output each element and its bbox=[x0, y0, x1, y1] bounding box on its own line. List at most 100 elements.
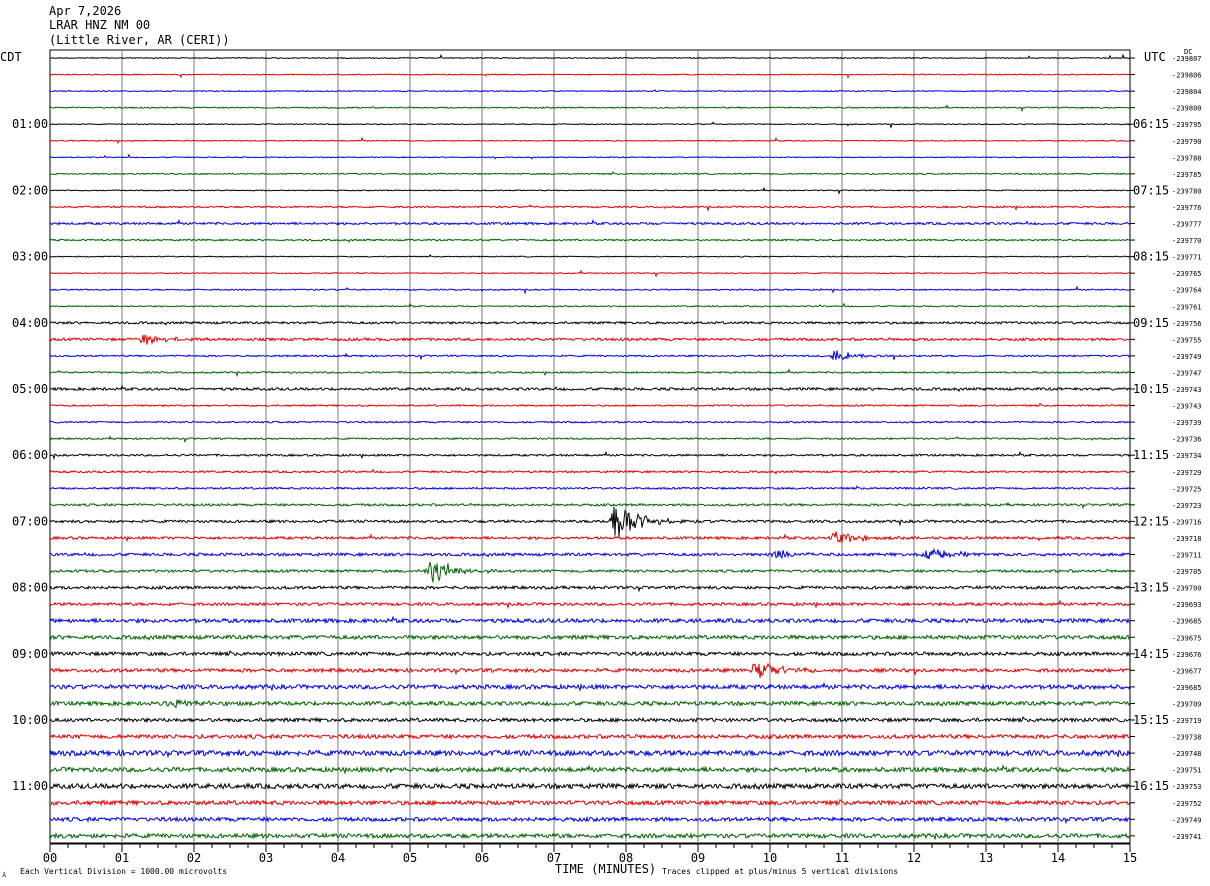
seismic-trace bbox=[49, 136, 1131, 145]
trace-value-label: -239675 bbox=[1172, 634, 1202, 642]
right-hour-label: 07:15 bbox=[1133, 183, 1169, 197]
seismic-trace bbox=[49, 748, 1131, 759]
trace-value-label: -239700 bbox=[1172, 585, 1202, 593]
x-tick-label: 07 bbox=[547, 851, 561, 865]
left-hour-label: 02:00 bbox=[12, 183, 48, 197]
trace-value-label: -239741 bbox=[1172, 833, 1202, 841]
seismic-trace bbox=[49, 781, 1131, 791]
left-hour-label: 09:00 bbox=[12, 647, 48, 661]
seismic-trace bbox=[49, 798, 1131, 807]
seismic-trace bbox=[49, 531, 1130, 544]
left-hour-label: 05:00 bbox=[12, 382, 48, 396]
trace-value-label: -239776 bbox=[1172, 204, 1202, 212]
trace-value-label: -239749 bbox=[1172, 353, 1202, 361]
seismic-trace bbox=[49, 121, 1131, 130]
left-hour-label: 06:00 bbox=[12, 448, 48, 462]
seismic-trace bbox=[49, 649, 1131, 658]
x-tick-label: 13 bbox=[979, 851, 993, 865]
right-hour-label: 08:15 bbox=[1133, 250, 1169, 264]
right-hour-label: 11:15 bbox=[1133, 448, 1169, 462]
x-tick-label: 01 bbox=[115, 851, 129, 865]
seismic-trace bbox=[49, 420, 1131, 424]
x-tick-label: 02 bbox=[187, 851, 201, 865]
trace-value-label: -239743 bbox=[1172, 403, 1202, 411]
seismic-trace bbox=[49, 153, 1131, 160]
trace-value-label: -239790 bbox=[1172, 138, 1202, 146]
seismic-trace bbox=[49, 334, 1131, 346]
seismic-trace bbox=[49, 171, 1131, 176]
right-hour-label: 14:15 bbox=[1133, 647, 1169, 661]
seismic-trace bbox=[49, 599, 1131, 610]
trace-value-label: -239725 bbox=[1172, 485, 1202, 493]
x-tick-label: 10 bbox=[763, 851, 777, 865]
seismic-trace bbox=[49, 815, 1131, 825]
seismic-trace bbox=[49, 53, 1131, 60]
trace-value-label: -239693 bbox=[1172, 601, 1202, 609]
seismic-trace bbox=[49, 104, 1131, 113]
left-hour-label: 04:00 bbox=[12, 316, 48, 330]
seismic-trace bbox=[49, 302, 1131, 308]
x-tick-label: 03 bbox=[259, 851, 273, 865]
left-hour-label: 07:00 bbox=[12, 514, 48, 528]
station-code: LRAR HNZ NM 00 bbox=[49, 18, 151, 32]
right-hour-label: 15:15 bbox=[1133, 713, 1169, 727]
x-tick-label: 06 bbox=[475, 851, 489, 865]
seismic-trace bbox=[49, 562, 1131, 583]
seismic-trace bbox=[49, 218, 1131, 226]
seismic-trace bbox=[49, 547, 1131, 560]
trace-value-label: -239795 bbox=[1172, 121, 1202, 129]
trace-value-label: -239780 bbox=[1172, 187, 1202, 195]
seismic-trace bbox=[49, 468, 1131, 475]
scale-mark-icon: ⅄ bbox=[2, 871, 7, 879]
seismic-trace bbox=[49, 698, 1131, 709]
x-tick-label: 08 bbox=[619, 851, 633, 865]
x-tick-label: 05 bbox=[403, 851, 417, 865]
seismic-trace bbox=[49, 435, 1131, 444]
trace-value-label: -239764 bbox=[1172, 287, 1202, 295]
trace-value-label: -239804 bbox=[1172, 88, 1202, 96]
trace-value-label: -239729 bbox=[1172, 469, 1202, 477]
trace-value-label: -239685 bbox=[1172, 684, 1202, 692]
trace-value-label: -239734 bbox=[1172, 452, 1202, 460]
seismic-trace bbox=[49, 681, 1131, 692]
trace-value-label: -239788 bbox=[1172, 154, 1202, 162]
x-tick-label: 00 bbox=[43, 851, 57, 865]
trace-value-label: -239800 bbox=[1172, 105, 1202, 113]
seismic-trace bbox=[49, 485, 1131, 491]
trace-value-label: -239711 bbox=[1172, 552, 1202, 560]
trace-value-label: -239748 bbox=[1172, 750, 1202, 758]
trace-value-label: -239677 bbox=[1172, 667, 1202, 675]
right-hour-label: 10:15 bbox=[1133, 382, 1169, 396]
trace-value-label: -239756 bbox=[1172, 320, 1202, 328]
seismic-trace bbox=[49, 186, 1131, 195]
seismic-trace bbox=[49, 732, 1131, 741]
trace-value-label: -239753 bbox=[1172, 783, 1202, 791]
seismic-trace bbox=[49, 269, 1131, 278]
seismic-trace bbox=[49, 253, 1131, 258]
seismic-trace bbox=[49, 368, 1131, 378]
seismic-trace bbox=[49, 501, 1131, 510]
x-tick-label: 12 bbox=[907, 851, 921, 865]
right-timezone-label: UTC bbox=[1144, 50, 1166, 64]
seismic-trace bbox=[49, 238, 1131, 243]
right-hour-label: 09:15 bbox=[1133, 316, 1169, 330]
seismic-trace bbox=[49, 402, 1131, 408]
x-axis-label: TIME (MINUTES) bbox=[555, 862, 657, 876]
left-hour-label: 03:00 bbox=[12, 250, 48, 264]
right-hour-label: 13:15 bbox=[1133, 581, 1169, 595]
trace-value-label: -239770 bbox=[1172, 237, 1202, 245]
scale-note: Each Vertical Division = 1000.00 microvo… bbox=[20, 867, 228, 876]
trace-value-label: -239747 bbox=[1172, 369, 1202, 377]
trace-value-label: -239743 bbox=[1172, 386, 1202, 394]
left-hour-label: 08:00 bbox=[12, 581, 48, 595]
trace-value-label: -239752 bbox=[1172, 800, 1202, 808]
clip-note: Traces clipped at plus/minus 5 vertical … bbox=[662, 867, 899, 876]
seismic-trace bbox=[49, 204, 1131, 212]
x-tick-label: 14 bbox=[1051, 851, 1065, 865]
left-hour-label: 01:00 bbox=[12, 117, 48, 131]
right-hour-label: 12:15 bbox=[1133, 514, 1169, 528]
plot-date: Apr 7,2026 bbox=[49, 4, 122, 18]
seismic-trace bbox=[49, 716, 1131, 724]
dc-label: DC bbox=[1184, 48, 1193, 56]
